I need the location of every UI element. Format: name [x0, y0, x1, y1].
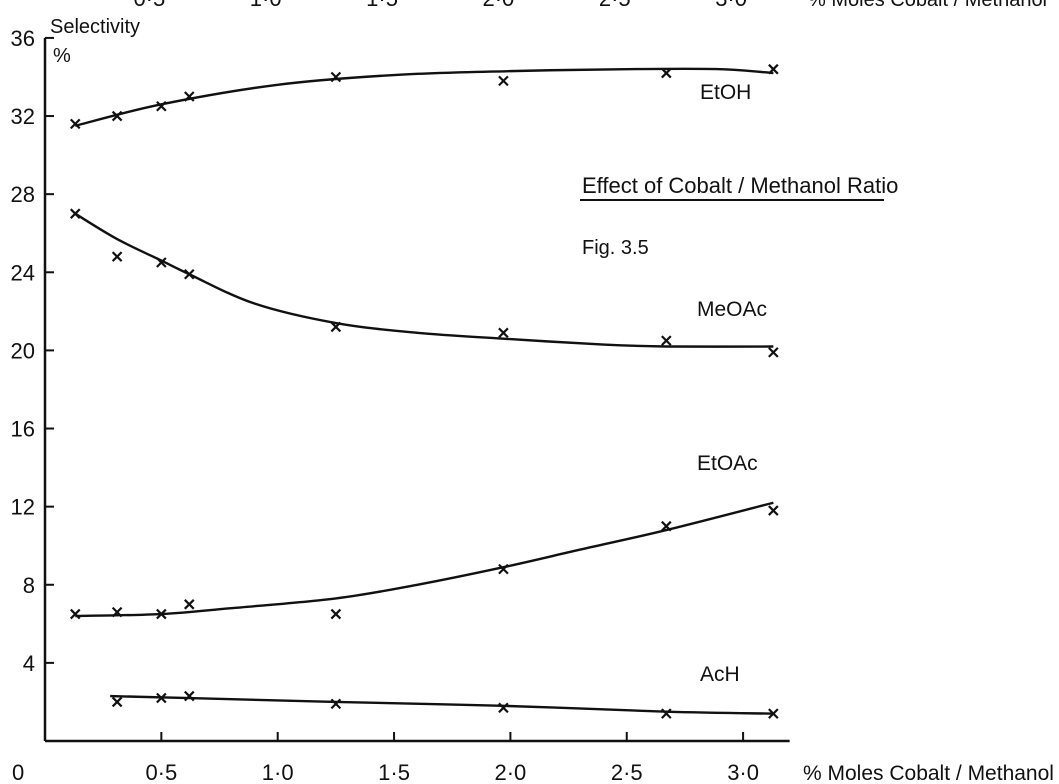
curve-ach	[110, 694, 774, 715]
point-ach-3	[330, 698, 342, 710]
curve-meoac	[74, 212, 774, 348]
series-label-etoh: EtOH	[700, 81, 751, 104]
point-meoac-5	[498, 327, 509, 339]
point-etoac-3	[183, 599, 195, 610]
point-etoac-7	[768, 505, 779, 516]
top-axis-cut: 0·5 1·0 1·5 2·0 2·5 3·0 % Moles Cobalt / Metha…	[133, 0, 1047, 11]
fit-curves	[74, 67, 774, 715]
point-etoh-6	[661, 67, 672, 79]
axes	[43, 37, 790, 743]
point-etoh-4	[330, 71, 342, 83]
point-etoac-4	[330, 608, 342, 620]
top-tick-label-0: 0·5	[133, 0, 165, 11]
point-meoac-0	[69, 208, 81, 219]
point-ach-4	[498, 702, 509, 714]
x-tick-label-3: 1·5	[378, 760, 410, 784]
top-tick-label-4: 2·5	[599, 0, 631, 11]
point-ach-0	[111, 696, 123, 708]
series-label-meoac: MeOAc	[697, 298, 767, 321]
point-ach-6	[768, 708, 779, 719]
chart-title: Effect of Cobalt / Methanol Ratio	[582, 173, 898, 198]
point-etoh-0	[69, 118, 81, 130]
point-ach-1	[156, 692, 167, 704]
y-axis-label-line2: %	[53, 45, 71, 67]
y-tick-label-28: 28	[11, 182, 35, 207]
point-etoh-3	[183, 91, 195, 102]
point-etoh-7	[768, 63, 779, 75]
point-ach-5	[661, 708, 672, 719]
x-tick-label-0: 0	[12, 760, 24, 784]
point-etoac-2	[156, 608, 167, 620]
point-etoac-5	[498, 563, 509, 575]
x-tick-label-2: 1·0	[262, 760, 294, 784]
x-tick-label-1: 0·5	[145, 760, 177, 784]
y-tick-label-16: 16	[11, 417, 35, 442]
y-tick-label-36: 36	[11, 26, 35, 51]
point-etoac-6	[661, 520, 672, 532]
top-tick-label-2: 1·5	[366, 0, 398, 11]
y-tick-label-12: 12	[11, 495, 35, 520]
x-axis-label: % Moles Cobalt / Methanol	[803, 762, 1054, 784]
point-meoac-6	[661, 335, 672, 346]
point-meoac-4	[330, 321, 342, 333]
x-tick-label-4: 2·0	[495, 760, 527, 784]
y-tick-label-8: 8	[23, 573, 35, 598]
series-label-ach: AcH	[700, 663, 740, 686]
point-etoh-5	[498, 75, 509, 87]
y-axis-label-line1: Selectivity	[50, 16, 140, 38]
x-tick-label-5: 2·5	[611, 760, 643, 784]
point-meoac-1	[111, 251, 123, 262]
data-markers	[69, 63, 779, 719]
y-tick-label-24: 24	[11, 260, 35, 285]
x-ticks: 0 0·5 1·0 1·5 2·0 2·5 3·0	[12, 732, 759, 784]
point-etoh-1	[111, 110, 123, 122]
x-tick-label-6: 3·0	[727, 760, 759, 784]
series-label-etoac: EtOAc	[697, 452, 758, 475]
y-tick-label-20: 20	[11, 338, 35, 363]
point-meoac-2	[156, 257, 167, 268]
figure-label: Fig. 3.5	[582, 237, 649, 259]
point-meoac-7	[768, 347, 779, 358]
y-tick-label-4: 4	[23, 651, 35, 676]
top-tick-label-1: 1·0	[250, 0, 282, 11]
curve-etoh	[74, 67, 774, 127]
y-ticks: 4 8 12 16 20 24 28 32 36	[11, 26, 54, 676]
point-etoh-2	[156, 100, 167, 112]
top-axis-label: % Moles Cobalt / Methanol	[808, 0, 1047, 11]
point-ach-2	[183, 690, 195, 702]
point-etoac-1	[111, 606, 123, 618]
top-tick-label-3: 2·0	[483, 0, 515, 11]
y-tick-label-32: 32	[11, 104, 35, 129]
curve-etoac	[75, 501, 774, 618]
top-tick-label-5: 3·0	[715, 0, 747, 11]
point-meoac-3	[183, 268, 195, 280]
point-etoac-0	[69, 608, 81, 620]
series-labels: EtOH MeOAc EtOAc AcH	[697, 81, 767, 686]
